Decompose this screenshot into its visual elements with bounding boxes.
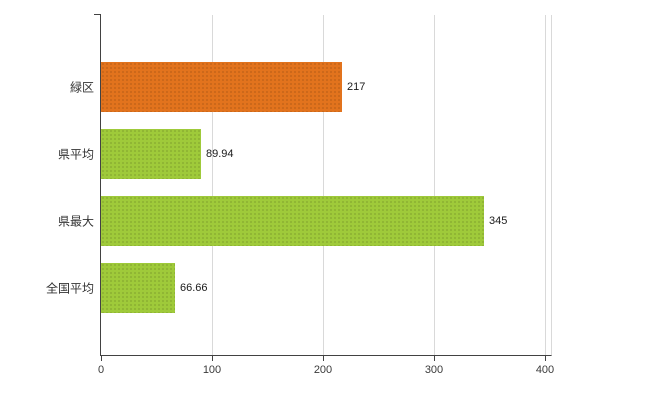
- x-axis-tick: [101, 355, 102, 361]
- x-axis-tick-label: 300: [424, 364, 444, 376]
- gridline: [212, 15, 213, 355]
- bar-row: 全国平均 66.66: [46, 263, 551, 313]
- bar-row: 県最大 345: [58, 196, 551, 246]
- value-label: 345: [489, 215, 508, 227]
- x-axis-tick-label: 200: [313, 364, 333, 376]
- bar: [101, 62, 342, 112]
- x-axis-tick-label: 100: [202, 364, 222, 376]
- gridline: [434, 15, 435, 355]
- x-axis-tick: [212, 355, 213, 361]
- x-axis-tick-label: 400: [535, 364, 555, 376]
- value-label: 89.94: [206, 148, 234, 160]
- y-axis-top-tick: [94, 14, 101, 15]
- bar: [101, 129, 201, 179]
- bar: [101, 263, 175, 313]
- gridline: [545, 15, 546, 355]
- value-label: 66.66: [180, 282, 208, 294]
- category-label: 県平均: [57, 147, 94, 162]
- category-label: 緑区: [69, 80, 94, 95]
- bar: [101, 196, 484, 246]
- x-axis-tick-label: 0: [97, 364, 105, 376]
- x-axis-tick: [434, 355, 435, 361]
- bar-row: 緑区 217: [70, 62, 551, 112]
- bar-row: 県平均 89.94: [58, 129, 551, 179]
- plot-area: 0 100 200 300 400 緑区 217 県平均 89.94 県最大 345 全国平均 66.6…: [46, 14, 554, 376]
- x-axis-tick: [323, 355, 324, 361]
- gridline: [323, 15, 324, 355]
- category-label: 全国平均: [45, 281, 94, 296]
- x-axis-tick: [545, 355, 546, 361]
- category-label: 県最大: [57, 214, 94, 229]
- value-label: 217: [347, 81, 366, 93]
